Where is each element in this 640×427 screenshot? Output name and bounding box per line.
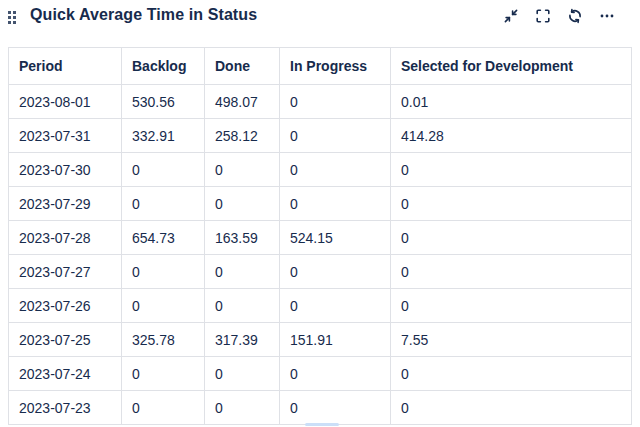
table-row: 2023-08-01530.56498.0700.01 (9, 85, 632, 119)
table-row: 2023-07-270000 (9, 255, 632, 289)
value-cell: 332.91 (122, 119, 205, 153)
value-cell: 530.56 (122, 85, 205, 119)
value-cell: 0 (122, 289, 205, 323)
drag-handle-icon[interactable] (7, 10, 19, 24)
period-cell: 2023-07-29 (9, 187, 122, 221)
gadget-title: Quick Average Time in Status (30, 6, 257, 24)
horizontal-scrollbar-thumb[interactable] (305, 423, 339, 426)
table-body: 2023-08-01530.56498.0700.012023-07-31332… (9, 85, 632, 425)
value-cell: 0 (280, 357, 391, 391)
value-cell: 0 (205, 391, 280, 425)
value-cell: 0 (122, 187, 205, 221)
collapse-button[interactable] (503, 8, 519, 24)
column-header: Backlog (122, 48, 205, 85)
value-cell: 0 (391, 187, 632, 221)
period-cell: 2023-08-01 (9, 85, 122, 119)
more-options-button[interactable] (599, 8, 615, 24)
value-cell: 0 (205, 153, 280, 187)
value-cell: 317.39 (205, 323, 280, 357)
value-cell: 0 (280, 289, 391, 323)
value-cell: 7.55 (391, 323, 632, 357)
value-cell: 325.78 (122, 323, 205, 357)
value-cell: 0 (205, 187, 280, 221)
value-cell: 0 (122, 255, 205, 289)
collapse-icon (503, 8, 519, 24)
column-header: Selected for Development (391, 48, 632, 85)
period-cell: 2023-07-30 (9, 153, 122, 187)
period-cell: 2023-07-23 (9, 391, 122, 425)
refresh-icon (567, 8, 583, 24)
table-row: 2023-07-25325.78317.39151.917.55 (9, 323, 632, 357)
value-cell: 0.01 (391, 85, 632, 119)
value-cell: 0 (391, 153, 632, 187)
period-cell: 2023-07-28 (9, 221, 122, 255)
column-header: In Progress (280, 48, 391, 85)
value-cell: 0 (205, 357, 280, 391)
gadget-quick-average-time-in-status: Quick Average Time in Status (0, 0, 640, 427)
table-row: 2023-07-31332.91258.120414.28 (9, 119, 632, 153)
value-cell: 0 (122, 153, 205, 187)
value-cell: 0 (280, 255, 391, 289)
value-cell: 654.73 (122, 221, 205, 255)
period-cell: 2023-07-27 (9, 255, 122, 289)
table-row: 2023-07-290000 (9, 187, 632, 221)
value-cell: 498.07 (205, 85, 280, 119)
refresh-button[interactable] (567, 8, 583, 24)
period-cell: 2023-07-24 (9, 357, 122, 391)
value-cell: 163.59 (205, 221, 280, 255)
fullscreen-button[interactable] (535, 8, 551, 24)
column-header: Period (9, 48, 122, 85)
value-cell: 258.12 (205, 119, 280, 153)
table-row: 2023-07-28654.73163.59524.150 (9, 221, 632, 255)
header-row: PeriodBacklogDoneIn ProgressSelected for… (9, 48, 632, 85)
gadget-toolbar (503, 8, 615, 24)
value-cell: 0 (122, 357, 205, 391)
period-cell: 2023-07-31 (9, 119, 122, 153)
period-cell: 2023-07-25 (9, 323, 122, 357)
average-time-table: PeriodBacklogDoneIn ProgressSelected for… (8, 47, 632, 425)
value-cell: 0 (205, 289, 280, 323)
value-cell: 0 (280, 153, 391, 187)
gadget-header: Quick Average Time in Status (0, 0, 640, 47)
table-header: PeriodBacklogDoneIn ProgressSelected for… (9, 48, 632, 85)
fullscreen-icon (535, 8, 551, 24)
value-cell: 0 (205, 255, 280, 289)
value-cell: 0 (391, 289, 632, 323)
period-cell: 2023-07-26 (9, 289, 122, 323)
value-cell: 0 (391, 255, 632, 289)
table-row: 2023-07-240000 (9, 357, 632, 391)
value-cell: 151.91 (280, 323, 391, 357)
value-cell: 0 (280, 85, 391, 119)
value-cell: 0 (391, 221, 632, 255)
value-cell: 0 (280, 391, 391, 425)
table-row: 2023-07-300000 (9, 153, 632, 187)
value-cell: 0 (122, 391, 205, 425)
value-cell: 0 (391, 391, 632, 425)
value-cell: 524.15 (280, 221, 391, 255)
value-cell: 0 (280, 187, 391, 221)
table-row: 2023-07-230000 (9, 391, 632, 425)
column-header: Done (205, 48, 280, 85)
value-cell: 0 (280, 119, 391, 153)
more-options-icon (599, 8, 615, 24)
table-row: 2023-07-260000 (9, 289, 632, 323)
value-cell: 0 (391, 357, 632, 391)
value-cell: 414.28 (391, 119, 632, 153)
